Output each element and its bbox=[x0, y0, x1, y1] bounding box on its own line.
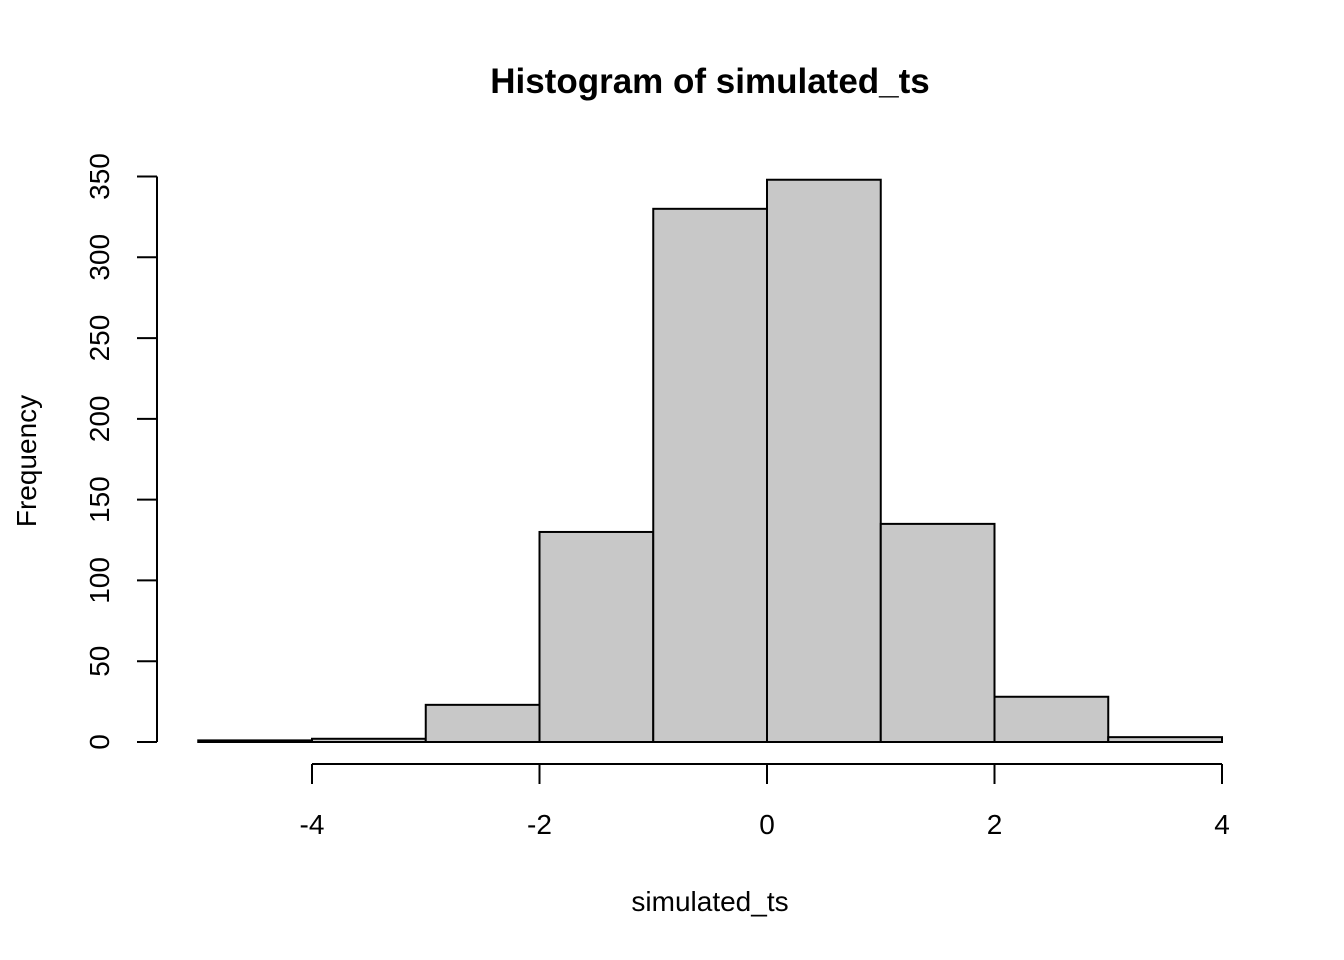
histogram-bars bbox=[197, 178, 1223, 744]
histogram-bar-2 bbox=[424, 703, 541, 744]
y-tick-label-2: 100 bbox=[84, 557, 115, 604]
y-axis: 0 50 100 150 200 250 300 350 bbox=[84, 153, 158, 750]
y-tick-label-5: 250 bbox=[84, 315, 115, 362]
x-tick-label-1: -2 bbox=[527, 809, 552, 840]
y-tick-label-0: 0 bbox=[84, 734, 115, 750]
histogram-bar-7 bbox=[993, 695, 1110, 743]
x-axis-label: simulated_ts bbox=[631, 886, 788, 917]
histogram-bar-8 bbox=[1107, 736, 1223, 743]
histogram-bar-6 bbox=[879, 522, 996, 743]
x-axis: -4 -2 0 2 4 bbox=[300, 763, 1230, 840]
y-axis-label: Frequency bbox=[11, 395, 42, 527]
histogram-bar-5 bbox=[766, 178, 882, 744]
x-tick-label-3: 2 bbox=[987, 809, 1003, 840]
histogram-bar-0 bbox=[197, 739, 313, 743]
y-tick-label-6: 300 bbox=[84, 234, 115, 281]
y-tick-label-3: 150 bbox=[84, 476, 115, 523]
histogram-bar-4 bbox=[652, 207, 768, 744]
x-tick-label-4: 4 bbox=[1214, 809, 1230, 840]
chart-title: Histogram of simulated_ts bbox=[490, 62, 930, 101]
histogram-bar-1 bbox=[311, 737, 427, 744]
y-tick-label-7: 350 bbox=[84, 153, 115, 200]
x-tick-label-2: 0 bbox=[759, 809, 775, 840]
y-tick-label-1: 50 bbox=[84, 646, 115, 677]
y-tick-label-4: 200 bbox=[84, 396, 115, 443]
histogram-bar-3 bbox=[538, 530, 655, 743]
x-tick-label-0: -4 bbox=[300, 809, 325, 840]
